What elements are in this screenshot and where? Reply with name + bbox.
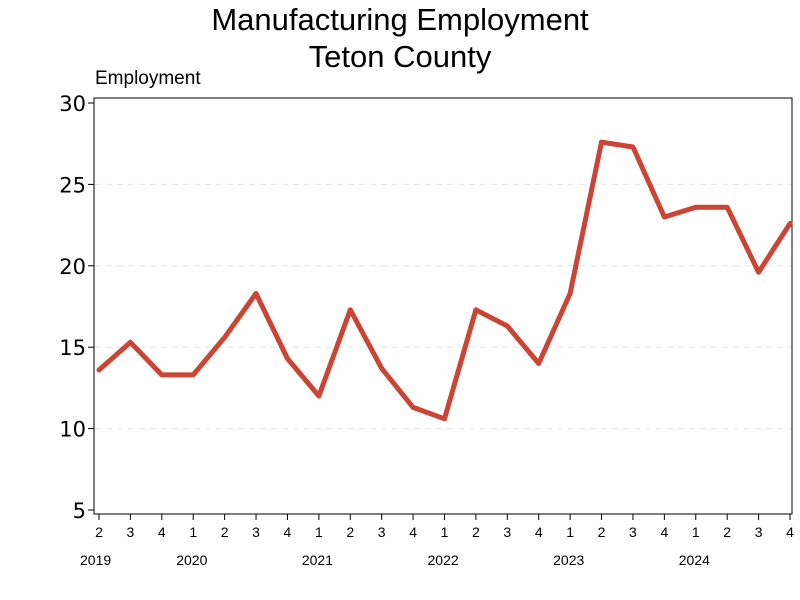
data-point xyxy=(724,204,730,210)
data-point xyxy=(473,307,479,312)
data-point xyxy=(96,367,102,373)
x-tick-quarter-label: 1 xyxy=(189,524,197,540)
x-tick-year-label: 2023 xyxy=(553,552,584,568)
x-tick-quarter-label: 3 xyxy=(252,524,260,540)
data-point xyxy=(536,361,541,366)
data-point xyxy=(599,139,604,145)
data-point xyxy=(787,221,793,226)
x-tick-quarter-label: 4 xyxy=(158,524,166,540)
y-axis-ticks: 5 10 15 20 25 30 xyxy=(59,92,94,523)
x-tick-quarter-label: 4 xyxy=(284,524,292,540)
y-tick-label: 20 xyxy=(59,255,86,279)
data-point xyxy=(410,405,416,410)
data-point xyxy=(316,393,322,399)
data-point xyxy=(662,214,667,220)
data-point xyxy=(128,340,133,345)
data-point xyxy=(630,144,636,150)
data-points xyxy=(96,139,793,422)
y-tick-label: 25 xyxy=(59,173,86,197)
data-point xyxy=(191,372,196,378)
data-point xyxy=(693,204,698,210)
data-point xyxy=(567,291,573,296)
chart-title-line-2: Teton County xyxy=(308,39,492,74)
grid-lines xyxy=(95,183,791,430)
x-tick-year-label: 2019 xyxy=(80,552,111,568)
x-tick-quarter-label: 3 xyxy=(629,524,637,540)
data-point xyxy=(253,291,259,296)
x-tick-quarter-label: 4 xyxy=(660,524,668,540)
x-tick-quarter-label: 3 xyxy=(503,524,511,540)
x-tick-quarter-label: 2 xyxy=(598,524,606,540)
x-tick-quarter-label: 1 xyxy=(566,524,574,540)
x-tick-quarter-label: 4 xyxy=(786,524,794,540)
x-tick-year-label: 2021 xyxy=(302,552,333,568)
x-axis-ticks: 2 3 4 1 2 3 4 1 2 3 4 1 2 3 4 1 2 3 4 1 2 3 4 2019 2020 2021 2022 2… xyxy=(80,514,794,568)
x-tick-quarter-label: 2 xyxy=(221,524,229,540)
y-tick-label: 5 xyxy=(73,499,86,523)
data-point xyxy=(222,335,227,340)
data-point xyxy=(348,307,353,312)
x-tick-quarter-label: 3 xyxy=(755,524,763,540)
y-tick-label: 30 xyxy=(59,92,86,116)
x-tick-year-label: 2020 xyxy=(176,552,207,568)
y-tick-label: 10 xyxy=(59,418,86,442)
data-point xyxy=(442,416,447,422)
series-line xyxy=(96,139,793,422)
x-tick-quarter-label: 1 xyxy=(692,524,700,540)
x-tick-year-label: 2022 xyxy=(428,552,459,568)
data-point xyxy=(505,323,510,329)
data-point xyxy=(159,372,165,378)
chart-title-line-1: Manufacturing Employment xyxy=(211,2,589,37)
x-tick-quarter-label: 4 xyxy=(535,524,543,540)
x-tick-quarter-label: 1 xyxy=(315,524,323,540)
x-tick-quarter-label: 2 xyxy=(95,524,103,540)
x-tick-quarter-label: 2 xyxy=(346,524,354,540)
plot-frame xyxy=(93,97,793,515)
x-tick-quarter-label: 3 xyxy=(127,524,135,540)
x-tick-quarter-label: 1 xyxy=(441,524,449,540)
x-tick-quarter-label: 2 xyxy=(472,524,480,540)
x-tick-quarter-label: 2 xyxy=(723,524,731,540)
x-tick-quarter-label: 4 xyxy=(409,524,417,540)
data-point xyxy=(379,366,384,371)
x-tick-quarter-label: 3 xyxy=(378,524,386,540)
y-axis-label: Employment xyxy=(95,68,201,89)
data-point xyxy=(756,270,761,275)
x-tick-year-label: 2024 xyxy=(679,552,710,568)
y-tick-label: 15 xyxy=(59,336,86,360)
data-point xyxy=(285,356,290,361)
